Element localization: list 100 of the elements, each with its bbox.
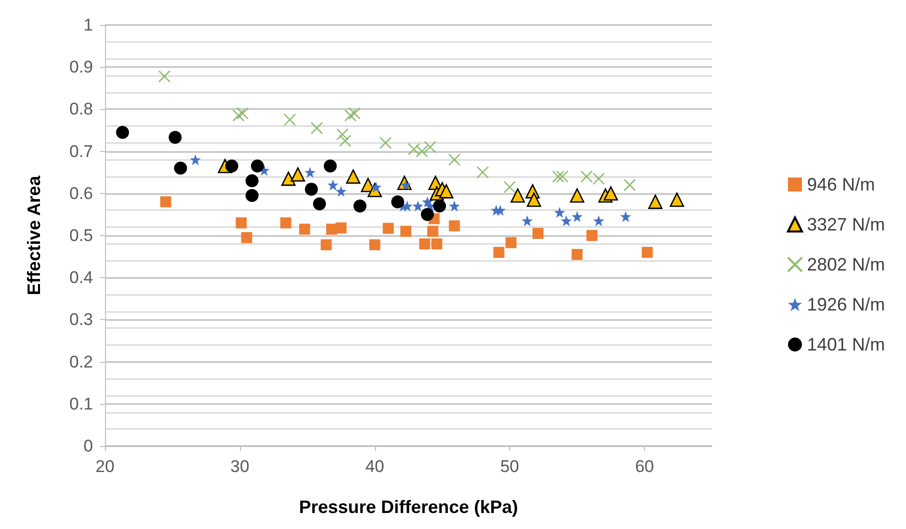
point — [250, 160, 264, 173]
legend-label: 1926 N/m — [806, 294, 886, 314]
point — [241, 232, 252, 244]
y-tick-label: 0.8 — [69, 100, 93, 119]
point — [236, 217, 247, 228]
x-tick-label: 20 — [96, 457, 114, 476]
x-axis-title: Pressure Difference (kPa) — [298, 497, 518, 517]
point — [624, 178, 636, 192]
point — [324, 160, 337, 173]
point — [304, 166, 316, 178]
point — [225, 160, 238, 173]
point — [433, 200, 446, 213]
point — [493, 246, 504, 258]
point — [592, 172, 605, 185]
point — [570, 188, 584, 203]
point — [532, 228, 544, 239]
point — [299, 224, 310, 235]
point — [236, 107, 249, 120]
point — [327, 179, 338, 190]
point — [506, 237, 517, 248]
point — [420, 208, 434, 221]
legend-label: 1401 N/m — [806, 334, 886, 354]
point — [586, 230, 598, 241]
y-tick-label: 0.4 — [69, 268, 93, 288]
point — [280, 217, 292, 228]
point — [246, 174, 259, 188]
point — [510, 188, 525, 203]
point — [174, 162, 188, 175]
point — [424, 140, 436, 154]
point — [369, 239, 380, 250]
point — [431, 238, 442, 250]
point — [320, 239, 332, 250]
y-tick-label: 0.2 — [69, 352, 93, 372]
point — [572, 248, 583, 260]
point — [312, 197, 326, 210]
point — [346, 169, 360, 184]
point — [522, 215, 533, 226]
point — [572, 211, 583, 222]
x-tick-label: 50 — [500, 457, 520, 476]
point — [310, 122, 323, 134]
point — [290, 167, 306, 182]
point — [336, 222, 347, 234]
y-tick-label: 1 — [84, 16, 93, 34]
x-tick-label: 60 — [635, 457, 654, 476]
legend-label: 2802 N/m — [806, 254, 886, 274]
point — [580, 170, 593, 183]
point — [670, 192, 684, 207]
legend-label: 946 N/m — [806, 174, 875, 194]
point — [427, 226, 438, 237]
point — [336, 128, 349, 141]
point — [476, 166, 489, 178]
point — [232, 109, 245, 122]
x-tick-label: 30 — [230, 457, 250, 476]
point — [560, 215, 572, 226]
y-tick-label: 0.7 — [69, 142, 93, 161]
point — [116, 126, 130, 139]
point — [158, 70, 170, 83]
point — [419, 238, 430, 250]
point — [304, 182, 318, 196]
y-tick-label: 0.6 — [69, 184, 93, 203]
point — [338, 134, 352, 147]
point — [412, 200, 424, 212]
point — [408, 143, 420, 156]
point — [439, 184, 454, 198]
point — [391, 195, 404, 208]
point — [382, 222, 394, 234]
point — [344, 109, 357, 122]
point — [494, 204, 506, 216]
point — [554, 206, 566, 218]
point — [504, 180, 516, 194]
y-tick-label: 0.1 — [69, 394, 93, 414]
point — [400, 226, 412, 237]
point — [552, 170, 564, 183]
point — [448, 200, 460, 212]
legend-label: 3327 N/m — [806, 214, 886, 234]
point — [526, 192, 542, 207]
y-tick-label: 0 — [84, 436, 93, 456]
point — [246, 189, 259, 202]
point — [556, 170, 568, 183]
point — [379, 136, 392, 150]
point — [190, 154, 201, 166]
point — [648, 194, 662, 209]
point — [416, 145, 428, 158]
y-tick-label: 0.3 — [69, 310, 93, 330]
point — [336, 186, 347, 197]
point — [448, 154, 461, 166]
point — [160, 196, 172, 208]
point — [593, 215, 604, 226]
point — [604, 186, 618, 201]
point — [353, 200, 366, 213]
point — [348, 107, 361, 120]
y-tick-label: 0.9 — [69, 58, 93, 77]
point — [281, 172, 296, 186]
y-axis-title: Effective Area — [24, 174, 44, 296]
point — [448, 220, 460, 232]
point — [620, 211, 632, 222]
point — [284, 114, 296, 126]
point — [642, 246, 653, 258]
x-tick-label: 40 — [365, 457, 384, 476]
point — [168, 130, 182, 144]
